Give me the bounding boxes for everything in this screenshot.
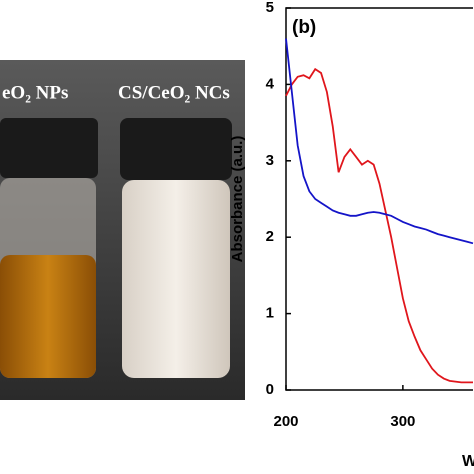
photo-label: CS/CeO₂ NCs <box>118 82 230 103</box>
y-tick-label: 2 <box>266 228 274 245</box>
vial-liquid <box>122 180 230 378</box>
axes-frame <box>285 7 473 391</box>
panel-label: (b) <box>292 17 316 38</box>
y-tick-label: 3 <box>266 152 274 169</box>
y-tick-label: 5 <box>266 0 274 16</box>
x-tick-label: 200 <box>273 413 298 430</box>
data-line <box>285 67 473 384</box>
y-tick-label: 4 <box>266 75 275 92</box>
x-axis-label: W <box>462 453 474 470</box>
y-tick-label: 1 <box>266 305 274 322</box>
vial-cap <box>120 118 232 180</box>
vial-liquid <box>0 255 96 378</box>
photo: eO₂ NPs CS/CeO₂ NCs <box>0 60 245 400</box>
x-tick-label: 300 <box>390 413 415 430</box>
vial-cap <box>0 118 98 178</box>
y-tick-label: 0 <box>266 381 274 398</box>
data-line <box>285 38 474 245</box>
y-axis-label: Absorbance (a.u.) <box>229 136 246 263</box>
photo-label: eO₂ NPs <box>2 82 68 103</box>
